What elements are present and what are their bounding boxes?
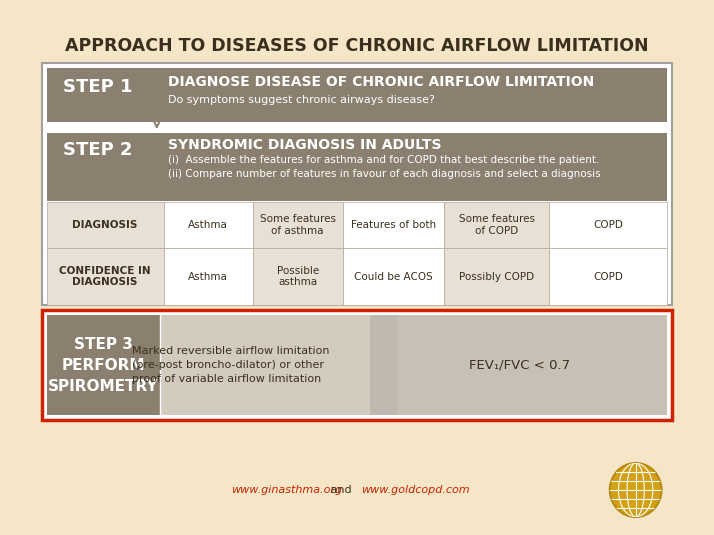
Text: Marked reversible airflow limitation
(pre-post broncho-dilator) or other
proof o: Marked reversible airflow limitation (pr… [132,346,329,384]
Bar [398,315,668,415]
Text: STEP 2: STEP 2 [63,141,133,159]
Bar [46,202,164,248]
Bar [46,133,668,201]
Bar [253,202,343,248]
Bar [46,315,160,415]
Text: Do symptoms suggest chronic airways disease?: Do symptoms suggest chronic airways dise… [169,95,436,105]
Circle shape [610,463,661,517]
Bar [164,202,253,248]
Bar [444,248,550,305]
Text: DIAGNOSE DISEASE OF CHRONIC AIRFLOW LIMITATION: DIAGNOSE DISEASE OF CHRONIC AIRFLOW LIMI… [169,75,595,89]
Text: www.ginasthma.org: www.ginasthma.org [231,485,343,495]
Text: SYNDROMIC DIAGNOSIS IN ADULTS: SYNDROMIC DIAGNOSIS IN ADULTS [169,138,442,152]
Text: DIAGNOSIS: DIAGNOSIS [72,220,138,230]
Bar [42,310,672,420]
Bar [46,248,164,305]
Text: Asthma: Asthma [188,220,228,230]
Polygon shape [371,315,398,415]
Bar [444,202,550,248]
Text: Some features
of COPD: Some features of COPD [459,214,535,236]
Bar [343,202,444,248]
Text: STEP 1: STEP 1 [63,78,133,96]
Text: Possible
asthma: Possible asthma [276,266,318,287]
Bar [550,202,668,248]
Text: www.goldcopd.com: www.goldcopd.com [361,485,470,495]
Text: and: and [327,485,355,495]
Text: Possibly COPD: Possibly COPD [459,271,534,281]
Bar [164,248,253,305]
Text: STEP 3
PERFORM
SPIROMETRY: STEP 3 PERFORM SPIROMETRY [48,337,159,394]
Text: CONFIDENCE IN
DIAGNOSIS: CONFIDENCE IN DIAGNOSIS [59,266,151,287]
Text: Asthma: Asthma [188,271,228,281]
Bar [253,248,343,305]
Text: Some features
of asthma: Some features of asthma [260,214,336,236]
Bar [160,315,371,415]
Bar [46,68,668,122]
Bar [42,63,672,305]
Text: FEV₁/FVC < 0.7: FEV₁/FVC < 0.7 [469,358,570,371]
Text: COPD: COPD [593,271,623,281]
Text: (ii) Compare number of features in favour of each diagnosis and select a diagnos: (ii) Compare number of features in favou… [169,169,601,179]
Text: Features of both: Features of both [351,220,436,230]
Text: COPD: COPD [593,220,623,230]
Text: APPROACH TO DISEASES OF CHRONIC AIRFLOW LIMITATION: APPROACH TO DISEASES OF CHRONIC AIRFLOW … [65,37,649,55]
Text: Could be ACOS: Could be ACOS [354,271,433,281]
Bar [343,248,444,305]
Bar [550,248,668,305]
Text: (i)  Assemble the features for asthma and for COPD that best describe the patien: (i) Assemble the features for asthma and… [169,155,600,165]
